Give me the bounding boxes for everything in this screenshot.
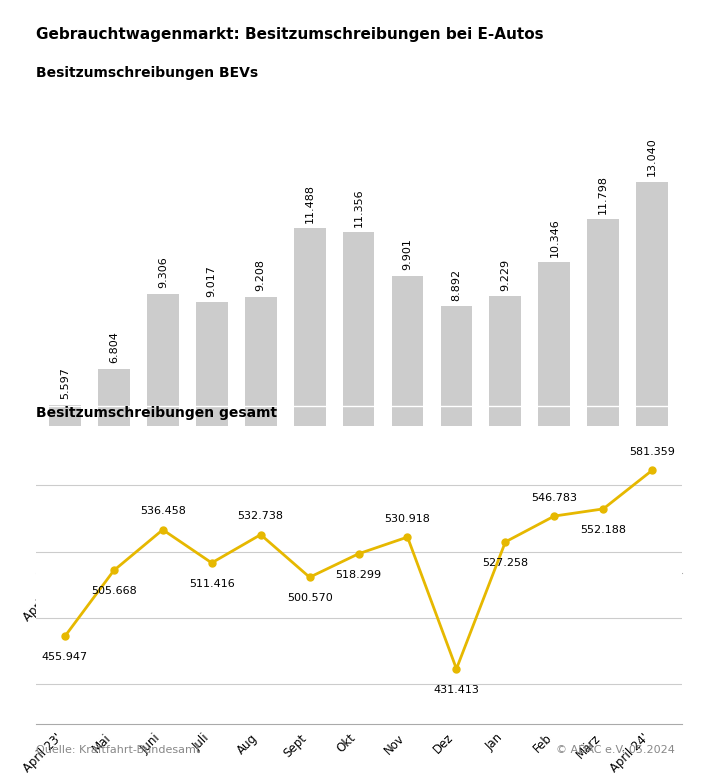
Bar (294, 228, 325, 573)
Text: Besitzumschreibungen gesamt: Besitzumschreibungen gesamt (36, 406, 277, 420)
Bar (636, 182, 668, 573)
Text: 10.346: 10.346 (550, 218, 559, 257)
Text: 11.356: 11.356 (354, 188, 364, 227)
Bar (196, 303, 228, 573)
Text: 9.017: 9.017 (207, 265, 217, 297)
Text: Besitzumschreibungen BEVs: Besitzumschreibungen BEVs (36, 66, 258, 80)
Text: 500.570: 500.570 (287, 593, 332, 603)
Text: 455.947: 455.947 (42, 652, 88, 663)
Text: 546.783: 546.783 (531, 493, 577, 503)
Text: 8.892: 8.892 (452, 269, 462, 300)
Text: 6.804: 6.804 (109, 331, 119, 363)
Text: 518.299: 518.299 (336, 570, 381, 580)
Text: 511.416: 511.416 (189, 579, 234, 589)
Bar (440, 306, 472, 573)
Text: 13.040: 13.040 (648, 138, 657, 176)
Text: 9.901: 9.901 (403, 238, 413, 270)
Bar (489, 296, 521, 573)
Text: 9.229: 9.229 (501, 259, 510, 290)
Bar (587, 219, 619, 573)
Text: 9.306: 9.306 (158, 256, 168, 288)
Bar (245, 296, 277, 573)
Text: Quelle: Kraftfahrt-Bundesamt: Quelle: Kraftfahrt-Bundesamt (36, 745, 200, 755)
Bar (538, 262, 570, 573)
Text: 552.188: 552.188 (580, 525, 626, 535)
Bar (147, 293, 179, 573)
Text: 9.208: 9.208 (256, 259, 266, 291)
Text: 431.413: 431.413 (434, 685, 479, 695)
Text: © ADAC e.V. 05.2024: © ADAC e.V. 05.2024 (556, 745, 674, 755)
Bar (98, 368, 130, 573)
Text: 527.258: 527.258 (482, 558, 528, 568)
Text: 11.798: 11.798 (599, 174, 608, 214)
Text: 581.359: 581.359 (629, 447, 675, 457)
Text: Gebrauchtwagenmarkt: Besitzumschreibungen bei E-Autos: Gebrauchtwagenmarkt: Besitzumschreibunge… (36, 27, 543, 42)
Text: 536.458: 536.458 (140, 506, 186, 516)
Text: 5.597: 5.597 (60, 368, 70, 399)
Bar (392, 276, 423, 573)
Bar (343, 232, 374, 573)
Text: 505.668: 505.668 (91, 587, 137, 597)
Text: 530.918: 530.918 (385, 514, 430, 524)
Bar (49, 405, 81, 573)
Text: 11.488: 11.488 (305, 183, 315, 223)
Text: 532.738: 532.738 (238, 512, 284, 522)
